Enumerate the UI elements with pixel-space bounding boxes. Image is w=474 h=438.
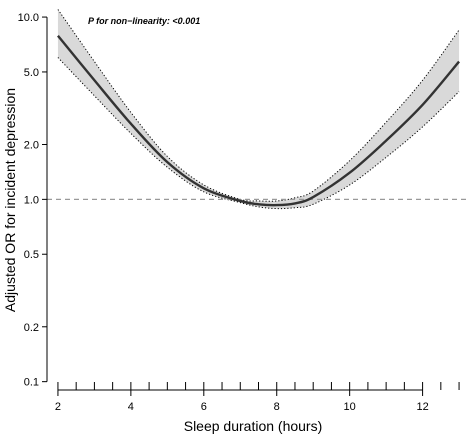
y-tick-label: 0.2	[24, 322, 39, 334]
lower-ci-line	[57, 57, 460, 210]
y-tick-label: 0.5	[24, 249, 39, 261]
confidence-band-layer	[57, 9, 460, 210]
rug-layer	[57, 382, 460, 390]
x-tick-label: 12	[416, 401, 428, 413]
estimate-line	[57, 34, 460, 207]
x-tick-label: 10	[344, 401, 356, 413]
x-tick-label: 8	[274, 401, 280, 413]
x-tick-label: 6	[201, 401, 207, 413]
y-tick-label: 10.0	[18, 12, 39, 24]
y-tick-label: 5.0	[24, 67, 39, 79]
y-tick-label: 2.0	[24, 139, 39, 151]
x-tick-label: 2	[55, 401, 61, 413]
y-axis-label: Adjusted OR for incident depression	[2, 88, 18, 312]
x-tick-label: 4	[128, 401, 134, 413]
confidence-band	[57, 9, 460, 209]
y-tick-label: 1.0	[24, 194, 39, 206]
nonlinearity-annotation: P for non−linearity: <0.001	[88, 16, 200, 26]
y-tick-label: 0.1	[24, 377, 39, 389]
x-axis-label: Sleep duration (hours)	[184, 418, 323, 434]
series-line-layer	[57, 34, 460, 207]
